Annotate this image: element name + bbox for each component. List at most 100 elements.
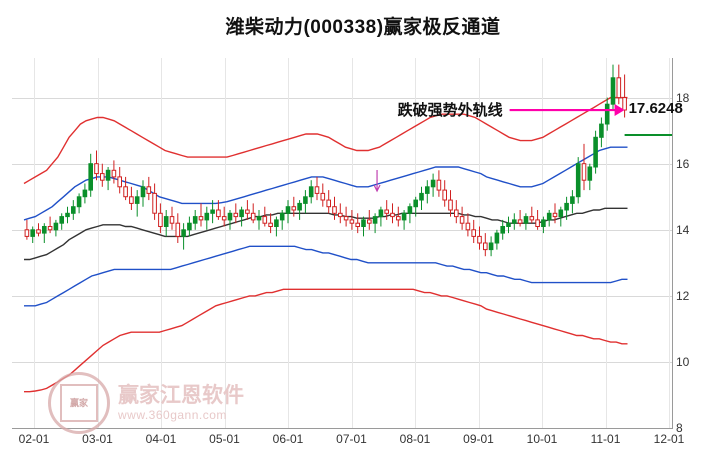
candle-body bbox=[291, 206, 297, 211]
x-axis-tick-label: 12-01 bbox=[653, 432, 685, 446]
candle-body bbox=[198, 216, 204, 221]
candle-body bbox=[488, 242, 494, 251]
candle-body bbox=[546, 212, 552, 221]
candle-body bbox=[285, 206, 291, 214]
candle-body bbox=[24, 229, 30, 237]
candle-body bbox=[610, 77, 616, 105]
y-axis-tick-label: 14 bbox=[676, 222, 690, 237]
candle-body bbox=[314, 186, 320, 194]
candle-body bbox=[454, 209, 459, 218]
candle-body bbox=[204, 212, 210, 221]
candle-body bbox=[425, 186, 430, 194]
candle-body bbox=[430, 179, 436, 188]
candle-body bbox=[419, 192, 424, 201]
candle-body bbox=[558, 209, 564, 218]
candle-body bbox=[30, 229, 35, 237]
x-axis-tick-label: 03-01 bbox=[82, 432, 113, 446]
candle-body bbox=[517, 219, 523, 224]
candle-body bbox=[210, 209, 215, 214]
candle-body bbox=[227, 212, 233, 221]
candle-body bbox=[169, 216, 175, 224]
candle-body bbox=[36, 229, 41, 234]
candle-body bbox=[123, 186, 128, 198]
x-axis-tick-label: 11-01 bbox=[590, 432, 621, 446]
candle-body bbox=[570, 196, 575, 204]
gridline-x bbox=[161, 58, 162, 428]
gridline-y bbox=[12, 295, 672, 297]
candle-body bbox=[378, 209, 384, 218]
candle-body bbox=[53, 222, 59, 231]
x-axis-line bbox=[12, 428, 672, 429]
series-line bbox=[24, 288, 628, 393]
candle-body bbox=[326, 199, 331, 208]
candle-body bbox=[599, 123, 604, 138]
candle-body bbox=[529, 216, 535, 221]
annotation-label: 跌破强势外轨线 bbox=[397, 102, 503, 120]
gridline-x bbox=[224, 58, 226, 428]
candle-body bbox=[477, 235, 482, 244]
candle-body bbox=[262, 216, 268, 224]
y-axis-tick-label: 8 bbox=[676, 421, 683, 435]
series-line bbox=[23, 146, 628, 221]
gridline-x bbox=[542, 58, 543, 428]
candle-body bbox=[268, 222, 273, 227]
annotation-arrow-head-icon bbox=[614, 104, 625, 117]
candle-body bbox=[587, 166, 593, 181]
y-axis-tick-label: 10 bbox=[676, 354, 690, 369]
candle-body bbox=[471, 229, 476, 237]
candle-body bbox=[575, 163, 581, 198]
x-axis-tick-label: 10-01 bbox=[526, 432, 558, 446]
down-arrow-marker-icon bbox=[373, 170, 381, 193]
candle-body bbox=[47, 226, 53, 231]
candle-body bbox=[134, 196, 140, 204]
candle-body bbox=[384, 209, 389, 214]
candle-body bbox=[221, 216, 227, 221]
series-line bbox=[24, 207, 628, 261]
gridline-x bbox=[669, 58, 670, 428]
candle-body bbox=[163, 216, 169, 228]
candle-body bbox=[71, 206, 76, 214]
x-axis-tick-label: 09-01 bbox=[463, 432, 494, 446]
candle-body bbox=[523, 216, 529, 224]
y-axis-tick-label: 18 bbox=[676, 90, 690, 105]
candle-body bbox=[152, 192, 157, 214]
candle-body bbox=[111, 169, 117, 178]
candle-body bbox=[535, 219, 540, 227]
series-line bbox=[24, 245, 628, 307]
candle-body bbox=[279, 212, 285, 221]
candle-body bbox=[175, 222, 181, 237]
candle-body bbox=[216, 209, 221, 218]
candle-body bbox=[564, 202, 569, 211]
candle-body bbox=[303, 196, 308, 204]
candle-body bbox=[512, 219, 517, 224]
candle-body bbox=[338, 212, 343, 218]
gridline-y bbox=[12, 361, 672, 363]
candle-body bbox=[604, 103, 610, 125]
candle-body bbox=[483, 242, 488, 251]
candle-body bbox=[390, 212, 395, 218]
candle-body bbox=[187, 222, 192, 231]
gridline-x bbox=[97, 58, 99, 428]
candle-body bbox=[349, 219, 355, 224]
candle-body bbox=[65, 212, 70, 218]
x-axis-tick-label: 06-01 bbox=[272, 432, 304, 446]
gridline-x bbox=[605, 58, 607, 428]
candle-body bbox=[581, 163, 587, 181]
candle-body bbox=[233, 212, 239, 218]
y-axis-line bbox=[672, 58, 673, 429]
candle-body bbox=[465, 222, 471, 231]
candle-body bbox=[100, 173, 105, 181]
candle-body bbox=[343, 216, 349, 221]
gridline-y bbox=[12, 229, 672, 231]
candle-body bbox=[401, 212, 407, 221]
candle-body bbox=[448, 199, 453, 211]
candle-body bbox=[436, 179, 442, 191]
candle-body bbox=[361, 219, 366, 227]
gridline-x bbox=[351, 58, 353, 428]
candle-body bbox=[494, 232, 500, 244]
candle-body bbox=[82, 189, 88, 198]
x-axis-tick-label: 05-01 bbox=[209, 432, 240, 446]
candle-body bbox=[320, 192, 326, 201]
